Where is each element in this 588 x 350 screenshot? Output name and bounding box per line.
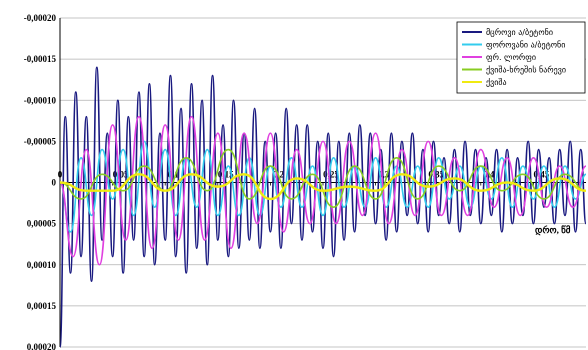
y-tick-label: 0 xyxy=(52,178,57,188)
y-tick-label: 0,00015 xyxy=(27,301,57,311)
y-axis: -0,00020 -0,00015 -0,00010 -0,00005 0 0,00005… xyxy=(24,13,57,350)
y-tick-label: -0,00015 xyxy=(24,54,57,64)
series-line xyxy=(59,115,587,266)
legend-label: მცროვი ა/ბეტონი xyxy=(486,27,553,37)
legend: მცროვი ა/ბეტონი ფოროვანი ა/ბეტონი ფრ. ლორფ… xyxy=(456,21,586,94)
y-tick-label: -0,00020 xyxy=(24,13,57,23)
x-tick-label: 0,25 xyxy=(323,170,339,180)
x-axis-label: დრო, წმ xyxy=(535,225,571,236)
series-line xyxy=(59,173,587,201)
y-tick-label: 0,00005 xyxy=(27,219,57,229)
series-line xyxy=(59,148,587,208)
legend-label: ქვიშა xyxy=(486,77,507,87)
y-tick-label: 0,00010 xyxy=(27,260,57,270)
legend-label: ფოროვანი ა/ბეტონი xyxy=(486,40,565,50)
series-group xyxy=(59,66,587,348)
legend-label: ქვიშა-ხრეშის ნარევი xyxy=(486,65,566,75)
y-tick-label: 0,00020 xyxy=(27,342,57,350)
series-line xyxy=(59,140,587,233)
x-tick-label: 0 xyxy=(58,170,63,180)
legend-label: ფრ. ლორფი xyxy=(486,52,536,62)
series-line xyxy=(59,66,587,348)
y-tick-label: -0,00010 xyxy=(24,95,57,105)
x-tick-label: 0,3 xyxy=(378,170,390,180)
y-tick-label: -0,00005 xyxy=(24,136,57,146)
